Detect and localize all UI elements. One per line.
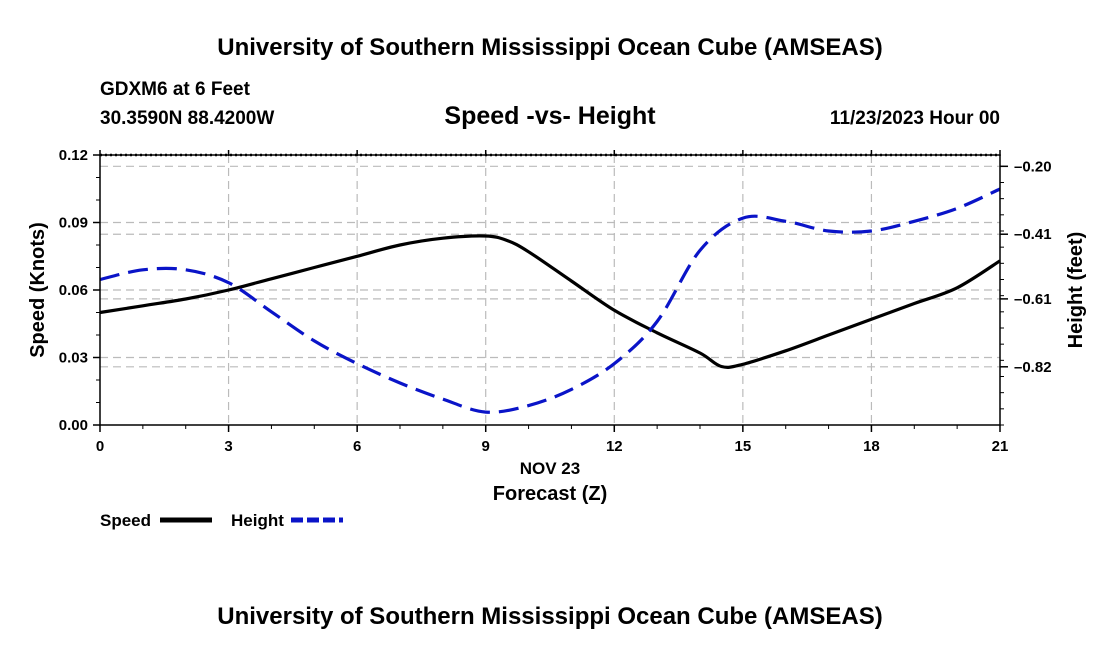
y2-tick-label: –0.41 [1014, 226, 1052, 243]
y2-axis-title: Height (feet) [1065, 232, 1087, 349]
x-tick-label: 3 [224, 438, 232, 455]
y2-tick-label: –0.20 [1014, 158, 1052, 175]
datetime-label: 11/23/2023 Hour 00 [830, 108, 1000, 129]
main-title: University of Southern Mississippi Ocean… [217, 34, 882, 61]
legend-height-label: Height [231, 511, 284, 530]
x-tick-label: 6 [353, 438, 361, 455]
x-tick-label: 9 [482, 438, 490, 455]
grid-lines [100, 155, 1000, 425]
legend-speed-label: Speed [100, 511, 151, 530]
series-line-speed [99, 234, 1001, 369]
coordinates-label: 30.3590N 88.4200W [100, 108, 274, 129]
y2-tick-labels: –0.20 –0.41 –0.61 –0.82 [1014, 158, 1052, 375]
x-tick-label: 21 [992, 438, 1009, 455]
x-tick-labels: 0 3 6 9 12 15 18 21 [96, 438, 1009, 455]
x-axis-title: Forecast (Z) [493, 483, 607, 505]
y-tick-label: 0.09 [59, 215, 88, 232]
y2-tick-label: –0.82 [1014, 359, 1052, 376]
y-axis-title: Speed (Knots) [27, 222, 49, 358]
footer-title: University of Southern Mississippi Ocean… [217, 603, 882, 630]
y-tick-label: 0.00 [59, 417, 88, 434]
y-tick-labels: 0.00 0.03 0.06 0.09 0.12 [59, 147, 88, 434]
chart-title: Speed -vs- Height [444, 102, 656, 130]
y-tick-label: 0.06 [59, 282, 88, 299]
x-tick-label: 18 [863, 438, 880, 455]
x-date-label: NOV 23 [520, 459, 580, 478]
legend: Speed Height [100, 511, 343, 530]
plot-frame [99, 154, 1001, 426]
y2-tick-label: –0.61 [1014, 291, 1052, 308]
series-lines [99, 187, 1001, 414]
station-label: GDXM6 at 6 Feet [100, 79, 251, 100]
series-line-height [99, 187, 1001, 414]
y-tick-label: 0.12 [59, 147, 88, 164]
x-tick-label: 0 [96, 438, 104, 455]
x-tick-label: 12 [606, 438, 623, 455]
x-tick-label: 15 [735, 438, 752, 455]
y-tick-label: 0.03 [59, 350, 88, 367]
